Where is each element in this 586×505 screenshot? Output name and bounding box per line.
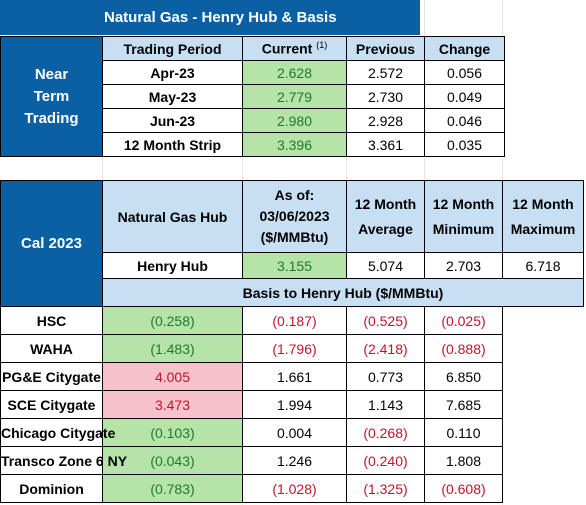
as-of-value: (0.783) (102, 474, 243, 503)
basis-row: HSC (0.258) (0.187) (0.525) (0.025) (0, 306, 584, 335)
col-header-minimum: 12 Month Minimum (424, 180, 503, 253)
hub-name: Transco Zone 6 NY (0, 446, 127, 475)
hub-name: Dominion (0, 474, 103, 503)
col-header-as-of: As of: 03/06/2023 ($/MMBtu) (242, 180, 347, 253)
current-value: 2.779 (242, 84, 347, 109)
as-of-value: 3.473 (102, 390, 243, 419)
as-of-value: 4.005 (102, 362, 243, 391)
change-value: 0.049 (424, 84, 505, 109)
current-value: 3.396 (242, 132, 347, 157)
as-of-unit: ($/MMBtu) (260, 229, 329, 245)
table-row: Jun-23 2.980 2.928 0.046 (1, 108, 505, 133)
col-header-maximum: 12 Month Maximum (502, 180, 584, 253)
header-line: Minimum (432, 220, 495, 237)
header-line: 12 Month (432, 195, 495, 212)
average-value: (1.028) (242, 474, 347, 503)
table-row: Apr-23 2.628 2.572 0.056 (1, 60, 505, 85)
col-header-current: Current (1) (242, 36, 347, 61)
average-value: 0.004 (242, 418, 347, 447)
cal-2023-side-label: Cal 2023 (0, 180, 103, 307)
previous-value: 2.928 (346, 108, 425, 133)
hub-name: PG&E Citygate (0, 362, 103, 391)
previous-value: 3.361 (346, 132, 425, 157)
as-of-value: (1.483) (102, 334, 243, 363)
near-term-side-label: Near Term Trading (0, 36, 103, 157)
basis-row: WAHA (1.483) (1.796) (2.418) (0.888) (0, 334, 584, 363)
average-value: (0.187) (242, 306, 347, 335)
minimum-value: (1.325) (346, 474, 425, 503)
as-of-label: As of: (274, 187, 315, 203)
minimum-value: (2.418) (346, 334, 425, 363)
maximum-value: 0.110 (424, 418, 503, 447)
period-label: 12 Month Strip (102, 132, 243, 157)
hub-name: Chicago Citygate (0, 418, 115, 447)
average-value: 1.994 (242, 390, 347, 419)
table-row: May-23 2.779 2.730 0.049 (1, 84, 505, 109)
maximum-value: (0.888) (424, 334, 503, 363)
as-of-value: (0.258) (102, 306, 243, 335)
as-of-value: (0.103) (102, 418, 243, 447)
title-bar (0, 0, 420, 35)
minimum-value: 2.703 (424, 252, 503, 279)
period-label: May-23 (102, 84, 243, 109)
col-header-hub: Natural Gas Hub (102, 180, 243, 253)
average-value: 1.246 (242, 446, 347, 475)
hub-name: Henry Hub (102, 252, 243, 279)
average-value: 5.074 (346, 252, 425, 279)
minimum-value: 0.773 (346, 362, 425, 391)
period-label: Jun-23 (102, 108, 243, 133)
previous-value: 2.730 (346, 84, 425, 109)
page-title: Natural Gas - Henry Hub & Basis (104, 9, 337, 26)
basis-row: Chicago Citygate (0.103) 0.004 (0.268) 0.110 (0, 418, 584, 447)
table-row: 12 Month Strip 3.396 3.361 0.035 (1, 132, 505, 157)
minimum-value: (0.240) (346, 446, 425, 475)
hub-name: WAHA (0, 334, 103, 363)
header-line: Average (358, 220, 413, 237)
hub-name: SCE Citygate (0, 390, 103, 419)
col-header-change: Change (424, 36, 505, 61)
average-value: (1.796) (242, 334, 347, 363)
maximum-value: 7.685 (424, 390, 503, 419)
basis-section-header: Basis to Henry Hub ($/MMBtu) (102, 278, 584, 307)
minimum-value: (0.525) (346, 306, 425, 335)
near-term-table: Near Term Trading Trading Period Current… (0, 36, 505, 157)
change-value: 0.056 (424, 60, 505, 85)
col-header-previous: Previous (346, 36, 425, 61)
minimum-value: 1.143 (346, 390, 425, 419)
current-value: 2.980 (242, 108, 347, 133)
basis-row: Dominion (0.783) (1.028) (1.325) (0.608) (0, 474, 584, 503)
as-of-date: 03/06/2023 (259, 208, 330, 224)
footnote-marker: (1) (316, 40, 328, 51)
cal-2023-table: Cal 2023 Natural Gas Hub As of: 03/06/20… (0, 180, 584, 503)
maximum-value: (0.025) (424, 306, 503, 335)
maximum-value: 6.718 (502, 252, 584, 279)
header-line: 12 Month (512, 195, 574, 212)
average-value: 1.661 (242, 362, 347, 391)
maximum-value: 1.808 (424, 446, 503, 475)
basis-row: SCE Citygate 3.473 1.994 1.143 7.685 (0, 390, 584, 419)
current-value: 2.628 (242, 60, 347, 85)
as-of-value: 3.155 (242, 252, 347, 279)
previous-value: 2.572 (346, 60, 425, 85)
header-line: Maximum (510, 220, 576, 237)
minimum-value: (0.268) (346, 418, 425, 447)
period-label: Apr-23 (102, 60, 243, 85)
hub-name: HSC (0, 306, 103, 335)
change-value: 0.046 (424, 108, 505, 133)
header-line: 12 Month (354, 195, 417, 212)
basis-row: Transco Zone 6 NY (0.043) 1.246 (0.240) 1.80… (0, 446, 584, 475)
col-header-trading-period: Trading Period (102, 36, 243, 61)
maximum-value: (0.608) (424, 474, 503, 503)
basis-row: PG&E Citygate 4.005 1.661 0.773 6.850 (0, 362, 584, 391)
maximum-value: 6.850 (424, 362, 503, 391)
col-header-average: 12 Month Average (346, 180, 425, 253)
change-value: 0.035 (424, 132, 505, 157)
